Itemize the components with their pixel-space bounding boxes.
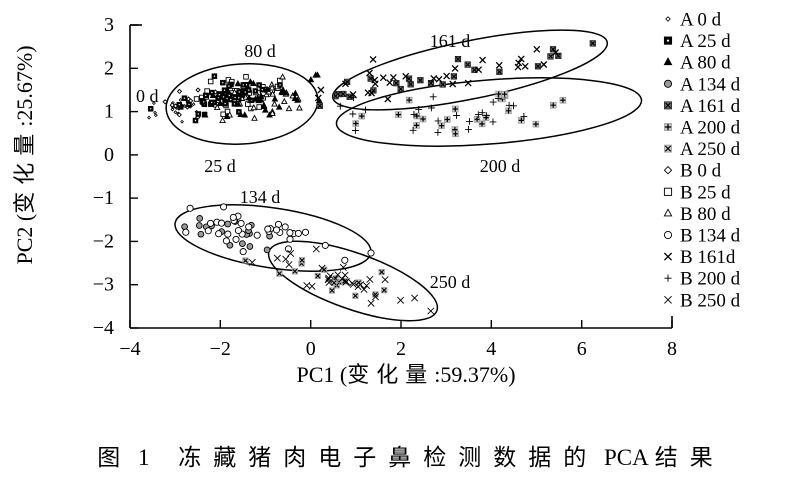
svg-text:2: 2: [104, 57, 114, 79]
svg-text:PC1 (变化量:59.37%): PC1 (变化量:59.37%): [296, 362, 515, 387]
svg-text:0: 0: [104, 144, 114, 166]
svg-text:0 d: 0 d: [136, 86, 159, 106]
svg-text:B 250 d: B 250 d: [680, 290, 741, 311]
svg-text:A 25 d: A 25 d: [680, 31, 731, 52]
svg-text:A 80 d: A 80 d: [680, 53, 731, 74]
svg-text:−2: −2: [210, 338, 231, 360]
svg-text:200 d: 200 d: [480, 156, 521, 176]
svg-text:3: 3: [104, 14, 114, 36]
svg-text:0: 0: [306, 338, 316, 360]
svg-text:A 200 d: A 200 d: [680, 118, 741, 139]
svg-text:B 134 d: B 134 d: [680, 226, 741, 247]
svg-text:PC2 (变化量:25.67%): PC2 (变化量:25.67%): [12, 45, 37, 264]
svg-text:−1: −1: [93, 187, 114, 209]
svg-text:A 250 d: A 250 d: [680, 139, 741, 160]
svg-text:25 d: 25 d: [204, 156, 236, 176]
svg-text:134 d: 134 d: [240, 187, 281, 207]
svg-text:A 134 d: A 134 d: [680, 74, 741, 95]
svg-text:−2: −2: [93, 230, 114, 252]
svg-text:250 d: 250 d: [430, 272, 471, 292]
svg-text:1: 1: [104, 101, 114, 123]
svg-text:4: 4: [486, 338, 496, 360]
svg-text:B 80 d: B 80 d: [680, 204, 731, 225]
svg-text:−3: −3: [93, 274, 114, 296]
svg-text:B 25 d: B 25 d: [680, 182, 731, 203]
svg-text:161 d: 161 d: [430, 31, 471, 51]
svg-text:6: 6: [577, 338, 587, 360]
svg-text:B 0 d: B 0 d: [680, 161, 722, 182]
svg-text:A 161 d: A 161 d: [680, 96, 741, 117]
svg-text:−4: −4: [93, 317, 114, 339]
svg-text:B 161d: B 161d: [680, 247, 736, 268]
svg-text:80 d: 80 d: [244, 41, 276, 61]
svg-text:−4: −4: [119, 338, 140, 360]
svg-text:8: 8: [667, 338, 677, 360]
svg-text:2: 2: [396, 338, 406, 360]
svg-text:A 0 d: A 0 d: [680, 10, 722, 31]
svg-text:B 200 d: B 200 d: [680, 269, 741, 290]
